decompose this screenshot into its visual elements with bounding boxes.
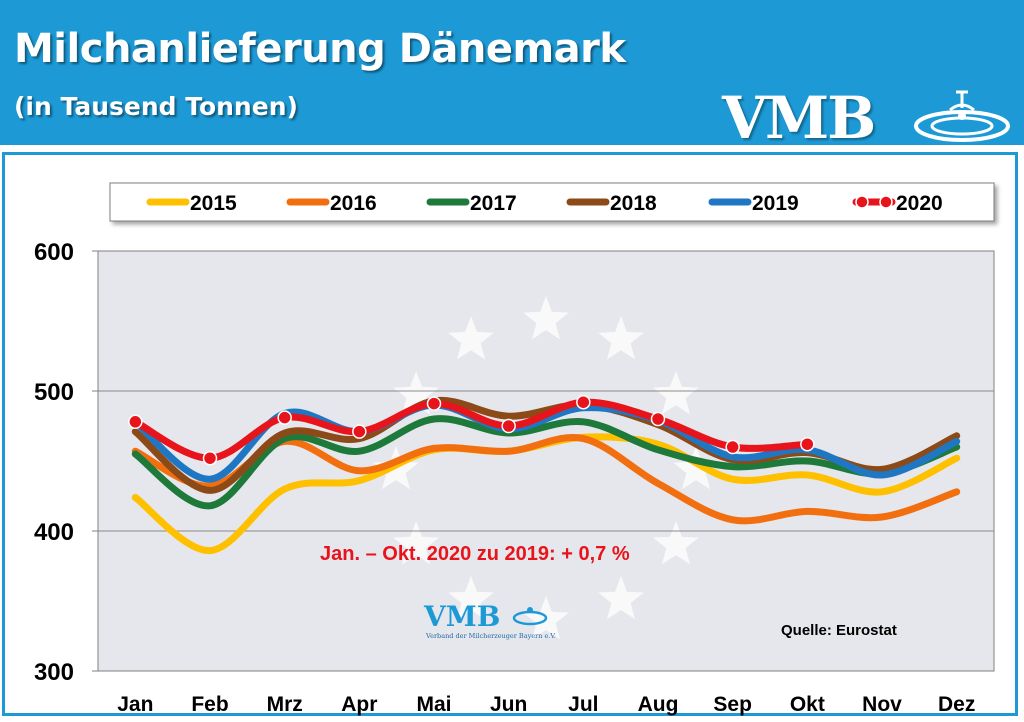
eu-star [393, 371, 439, 415]
inner-vmb-logo: VMB Verband der Milcherzeuger Bayern e.V… [423, 600, 556, 640]
eu-star [598, 575, 644, 620]
y-axis-ticks: 300 400 500 600 [34, 239, 98, 686]
milk-splash-icon [914, 90, 1010, 142]
eu-star [448, 316, 494, 360]
legend-label-2019: 2019 [752, 192, 799, 215]
x-tick-label: Sep [713, 693, 752, 716]
x-tick-label: Apr [341, 693, 377, 716]
legend-label-2015: 2015 [190, 192, 237, 215]
legend-marker [879, 195, 893, 209]
x-tick-label: Jan [117, 693, 153, 716]
x-tick-label: Mrz [267, 693, 303, 716]
inner-logo-tagline: Verband der Milcherzeuger Bayern e.V. [425, 632, 556, 640]
eu-star [673, 446, 719, 490]
data-point-2020 [650, 411, 666, 427]
data-point-2020 [800, 436, 815, 452]
x-tick-label: Feb [191, 693, 228, 716]
annotation-source: Quelle: Eurostat [781, 622, 897, 639]
legend-label-2020: 2020 [896, 192, 943, 215]
data-point-2020 [277, 410, 292, 425]
eu-star [598, 316, 644, 360]
legend-label-2016: 2016 [330, 192, 377, 215]
data-point-2020 [725, 439, 740, 455]
x-tick-label: Nov [862, 693, 902, 716]
eu-star [653, 371, 699, 415]
annotation-change: Jan. – Okt. 2020 zu 2019: + 0,7 % [320, 543, 630, 565]
legend-label-2017: 2017 [470, 192, 517, 215]
inner-splash-dot [527, 607, 533, 613]
data-point-2020 [576, 394, 591, 410]
vmb-logo: VMB [722, 84, 1010, 152]
x-tick-label: Jun [490, 693, 527, 716]
y-tick-label: 600 [34, 239, 74, 266]
series-line-2020 [131, 398, 811, 462]
y-tick-label: 500 [34, 379, 74, 406]
gridlines [98, 390, 994, 532]
x-tick-label: Dez [938, 693, 975, 716]
header-banner: Milchanlieferung Dänemark (in Tausend To… [0, 0, 1024, 152]
legend-box [109, 182, 995, 222]
series-line-2017 [131, 415, 961, 510]
series-lines [128, 394, 961, 555]
y-tick-label: 400 [34, 519, 74, 546]
x-tick-label: Aug [638, 693, 679, 716]
data-point-2020 [128, 414, 143, 430]
x-tick-label: Mai [416, 693, 451, 716]
legend-label-2018: 2018 [610, 192, 657, 215]
x-tick-label: Okt [790, 693, 825, 716]
x-tick-label: Jul [568, 693, 598, 716]
vmb-logo-text: VMB [722, 84, 876, 152]
legend: 2015 2016 2017 2018 2019 2020 [146, 192, 943, 215]
page-title: Milchanlieferung Dänemark [14, 26, 626, 72]
data-point-2020 [501, 418, 516, 434]
inner-logo-text: VMB [423, 600, 500, 633]
page-subtitle: (in Tausend Tonnen) [14, 92, 298, 121]
data-point-2020 [426, 396, 442, 411]
legend-marker [855, 195, 869, 209]
eu-star [523, 296, 569, 340]
x-axis-ticks: Jan Feb Mrz Apr Mai Jun Jul Aug Sep Okt Nov Dez [117, 693, 975, 716]
data-point-2020 [352, 424, 367, 439]
y-tick-label: 300 [34, 659, 74, 686]
eu-star [653, 521, 699, 565]
data-point-2020 [202, 450, 218, 466]
eu-star [448, 575, 494, 620]
eu-star [393, 521, 439, 565]
